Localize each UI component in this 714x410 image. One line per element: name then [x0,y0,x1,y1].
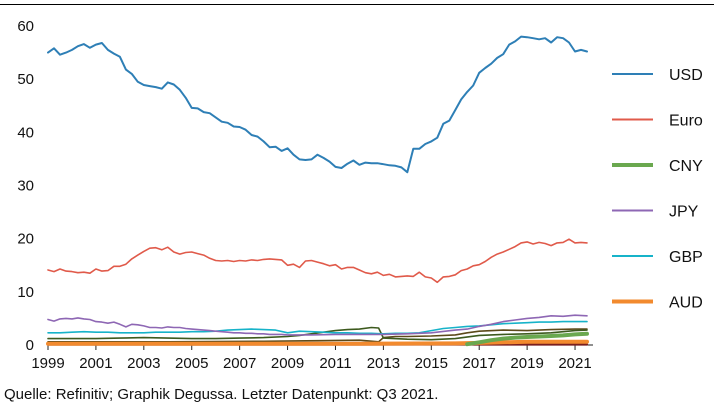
legend-label-euro: Euro [669,113,703,130]
x-tick-label: 2017 [463,355,496,372]
source-note: Quelle: Refinitiv; Graphik Degussa. Letz… [4,386,439,403]
series-line-unlabeled [47,328,588,343]
line-chart: 0 10 20 30 40 50 60 1999 2001 2003 2005 2007 2009 20… [17,18,703,372]
series-line-cny [465,331,589,347]
y-tick-label: 50 [17,71,34,88]
legend: USD Euro CNY JPY GBP AUD [612,67,703,312]
x-tick-label: 2019 [510,355,543,372]
series-line-jpy [47,314,588,336]
series-lines [46,35,589,347]
y-tick-label: 60 [17,18,34,35]
x-tick-label: 2007 [223,355,256,372]
y-axis-ticks: 0 10 20 30 40 50 60 [17,18,34,354]
y-tick-label: 40 [17,124,34,141]
x-tick-label: 2021 [558,355,591,372]
y-tick-label: 30 [17,178,34,195]
x-tick-label: 2015 [415,355,448,372]
series-line-aud [46,339,589,346]
x-tick-label: 2013 [367,355,400,372]
series-line-euro [47,238,588,284]
series-line-gbp [47,320,588,335]
y-tick-label: 10 [17,284,34,301]
y-tick-label: 0 [26,337,34,354]
x-tick-label: 2011 [319,355,351,372]
series-line-usd [47,35,588,174]
legend-label-usd: USD [669,67,703,84]
x-tick-label: 1999 [31,355,64,372]
legend-label-cny: CNY [669,158,703,175]
legend-label-aud: AUD [669,295,703,312]
chart-area: 0 10 20 30 40 50 60 1999 2001 2003 2005 2007 2009 20… [0,4,714,384]
legend-label-jpy: JPY [669,204,699,221]
x-tick-label: 2001 [79,355,112,372]
x-tick-label: 2005 [175,355,208,372]
x-tick-label: 2003 [127,355,160,372]
y-tick-label: 20 [17,231,34,248]
series-line-unlabeled [47,326,588,341]
x-axis-ticks: 1999 2001 2003 2005 2007 2009 2011 2013 2015 2017… [31,345,592,372]
legend-label-gbp: GBP [669,249,703,266]
x-tick-label: 2009 [271,355,304,372]
top-rule [0,4,714,5]
